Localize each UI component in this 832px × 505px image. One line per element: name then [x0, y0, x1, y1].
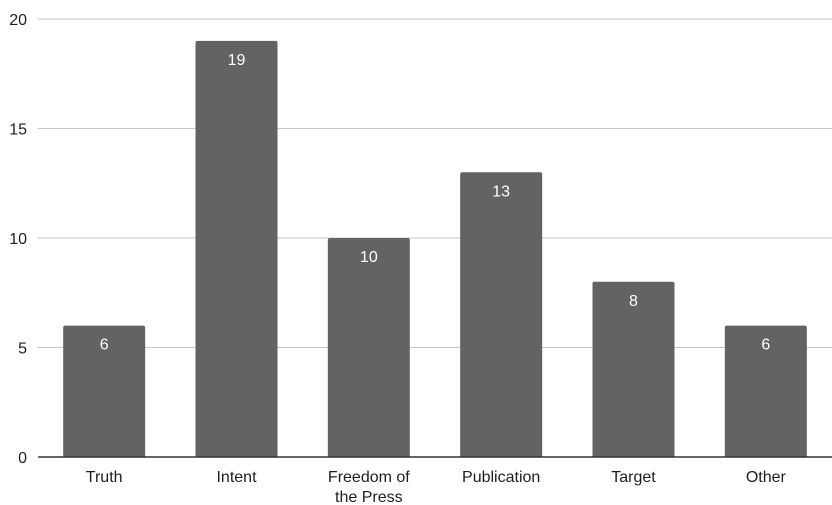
- data-label: 6: [761, 337, 770, 354]
- y-tick-label: 15: [9, 122, 27, 139]
- bar: [460, 172, 543, 458]
- x-tick-label-line: Other: [746, 469, 787, 486]
- x-tick-label-line: Freedom of: [328, 469, 410, 486]
- x-tick-label: Intent: [216, 469, 257, 486]
- x-tick-label: Publication: [462, 469, 540, 486]
- y-axis: 0 5 10 15 20: [9, 12, 27, 467]
- y-tick-label: 5: [18, 341, 27, 358]
- x-tick-label: Freedom of the Press: [328, 469, 410, 505]
- bar: [195, 40, 278, 458]
- data-label: 6: [100, 337, 109, 354]
- data-labels: 6 19 10 13 8 6: [100, 52, 771, 354]
- bar: [592, 281, 675, 457]
- x-tick-label: Truth: [86, 469, 123, 486]
- x-tick-label-line: Truth: [86, 469, 123, 486]
- gridlines: [38, 18, 832, 348]
- y-tick-label: 20: [9, 12, 27, 29]
- data-label: 8: [629, 293, 638, 310]
- x-axis: Truth Intent Freedom of the Press Publicatio…: [38, 456, 832, 505]
- bar: [63, 325, 146, 457]
- x-tick-label-line: the Press: [335, 489, 403, 505]
- x-tick-label-line: Publication: [462, 469, 540, 486]
- x-tick-label: Target: [611, 469, 656, 486]
- bar: [327, 238, 410, 457]
- x-tick-label-line: Intent: [216, 469, 257, 486]
- x-tick-label: Other: [746, 469, 787, 486]
- data-label: 10: [360, 249, 378, 266]
- bars: [63, 40, 807, 458]
- bar: [724, 325, 807, 457]
- y-tick-label: 10: [9, 231, 27, 248]
- y-tick-label: 0: [18, 450, 27, 467]
- x-tick-label-line: Target: [611, 469, 656, 486]
- data-label: 13: [492, 183, 510, 200]
- data-label: 19: [228, 52, 246, 69]
